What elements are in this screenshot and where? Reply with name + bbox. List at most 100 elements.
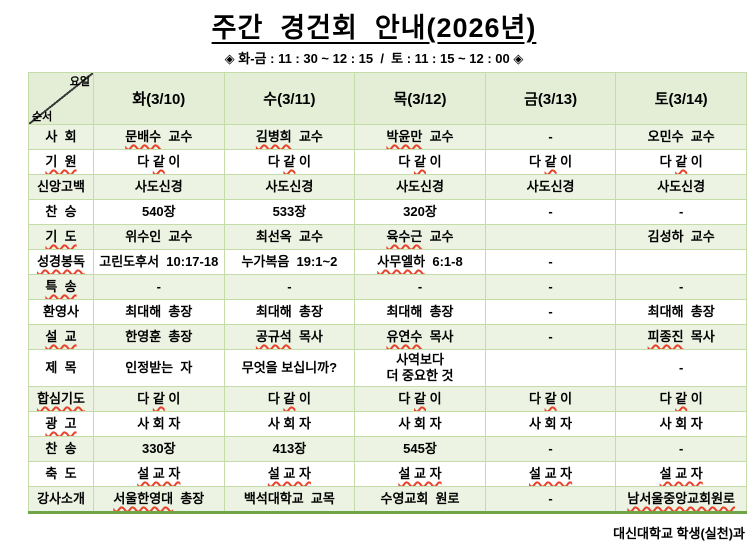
schedule-cell: 서울한영대 총장 (93, 486, 225, 514)
schedule-cell: - (615, 274, 747, 300)
schedule-cell: 사 회 자 (93, 411, 225, 437)
schedule-cell: 다 같 이 (223, 386, 356, 412)
misspell-mark: 설 교 자 (529, 466, 573, 481)
row-label-cell: 광 고 (28, 411, 94, 437)
day-header: 수(3/11) (223, 72, 356, 125)
schedule-cell (484, 349, 617, 387)
misspell-mark: 같 (544, 154, 557, 169)
schedule-cell: 533장 (223, 199, 356, 225)
schedule-cell: 사 회 자 (223, 411, 356, 437)
misspell-mark: 같 (414, 391, 426, 406)
schedule-cell: 한영훈 총장 (93, 324, 225, 350)
row-label-cell: 사 회 (28, 124, 94, 150)
schedule-cell: 사도신경 (484, 174, 617, 200)
schedule-cell: 누가복음 19:1~2 (223, 249, 356, 275)
table-row: 제 목 인정받는 자 무엇을 보십니까? 사역보다 더 중요한 것 - (28, 349, 747, 387)
text-segment: 교수 (161, 129, 193, 144)
schedule-cell: 다 같 이 (615, 386, 747, 412)
text-segment: 다 (137, 391, 153, 406)
row-label-cell: 특 송 (28, 274, 94, 300)
schedule-cell: - (223, 274, 356, 300)
schedule-cell: 다 같 이 (354, 149, 486, 175)
text-segment: 교수 (422, 229, 454, 244)
table-row: 성경봉독 고린도후서 10:17-18 누가복음 19:1~2 사무엘하 6:1-8- (28, 249, 747, 275)
page-title: 주간 경건회 안내(2026년) (211, 13, 537, 43)
row-label-cell: 기 도 (28, 224, 94, 250)
schedule-cell: - (484, 486, 617, 514)
day-header: 금(3/13) (484, 72, 617, 125)
text-segment: 이 (295, 154, 311, 169)
misspell-mark: 광 고 (45, 416, 77, 431)
schedule-times: ◈ 화-금 : 11 : 30 ~ 12 : 15 / 토 : 11 : 15 … (224, 51, 524, 66)
misspell-mark: 성경봉독 (37, 254, 85, 269)
text-segment: 다 (398, 391, 414, 406)
schedule-cell: 최대해 총장 (354, 299, 486, 325)
schedule-cell (615, 249, 747, 275)
text-segment: 목사 (291, 329, 323, 344)
misspell-mark: 공규석 (255, 329, 292, 344)
schedule-cell: 최대해 총장 (93, 299, 225, 325)
day-header: 목(3/12) (354, 72, 486, 125)
schedule-cell: 육수근 교수 (354, 224, 486, 250)
misspell-mark: 서울한영대 (113, 491, 174, 506)
schedule-cell: 다 같 이 (93, 386, 225, 412)
schedule-cell: - (93, 274, 225, 300)
misspell-mark: 특 송 (45, 279, 77, 294)
footer-department: 대신대학교 학생(실천)과 (613, 526, 745, 541)
misspell-mark: 설 교 자 (659, 466, 703, 481)
text-segment: 이 (556, 154, 573, 169)
schedule-cell: 유연수 목사 (354, 324, 486, 350)
text-segment: 이 (687, 391, 703, 406)
misspell-mark: 같 (544, 391, 557, 406)
table-row: 설 교 한영훈 총장 공규석 목사 유연수 목사 - 피종진 목사 (28, 324, 747, 350)
schedule-cell: 사도신경 (93, 174, 225, 200)
text-segment: 다 (398, 154, 414, 169)
row-label-cell: 성경봉독 (28, 249, 94, 275)
schedule-cell: - (484, 199, 617, 225)
schedule-cell: 위수인 교수 (93, 224, 225, 250)
misspell-mark: 김병희 (255, 129, 292, 144)
corner-label-day: 요일 (69, 76, 90, 88)
schedule-cell: 다 같 이 (484, 149, 617, 175)
schedule-cell: 수영교회 원로 (354, 486, 486, 514)
schedule-cell: 330장 (93, 436, 225, 462)
schedule-cell (484, 224, 617, 250)
schedule-cell: - (484, 324, 617, 350)
misspell-mark: 같 (152, 391, 165, 406)
schedule-cell: 사 회 자 (484, 411, 617, 437)
misspell-mark: 유연수 (386, 329, 423, 344)
schedule-cell: 남서울중앙교회원로 (615, 486, 747, 514)
misspell-mark: 같 (283, 154, 296, 169)
row-label-cell: 제 목 (28, 349, 94, 387)
schedule-cell: 박윤만 교수 (354, 124, 486, 150)
table-row: 찬 승 540장 533장 320장 - - (28, 199, 747, 225)
schedule-cell: 무엇을 보십니까? (223, 349, 356, 387)
row-label-cell: 신앙고백 (28, 174, 94, 200)
schedule-cell: 문배수 교수 (93, 124, 225, 150)
schedule-cell: 사역보다 더 중요한 것 (354, 349, 486, 387)
text-segment: 목사 (422, 329, 454, 344)
text-segment: 교수 (422, 129, 454, 144)
schedule-cell: - (484, 274, 617, 300)
table-row: 찬 송 330장 413장 545장 - - (28, 436, 747, 462)
text-segment: 6:1-8 (425, 254, 463, 269)
schedule-cell: 320장 (354, 199, 486, 225)
schedule-cell: 인정받는 자 (93, 349, 225, 387)
misspell-mark: 같 (675, 391, 688, 406)
schedule-cell: - (484, 299, 617, 325)
day-header: 화(3/10) (93, 72, 225, 125)
text-segment: 이 (556, 391, 573, 406)
text-segment: 다 (529, 154, 545, 169)
text-segment: 다 (529, 391, 545, 406)
table-row: 강사소개 서울한영대 총장 백석대학교 교목 수영교회 원로 - 남서울중앙교회원로 (28, 486, 747, 514)
schedule-cell: 사도신경 (615, 174, 747, 200)
schedule-cell: 백석대학교 교목 (223, 486, 356, 514)
row-label-cell: 설 교 (28, 324, 94, 350)
schedule-cell: 공규석 목사 (223, 324, 356, 350)
day-header: 토(3/14) (615, 72, 747, 125)
misspell-mark: 문배수 (125, 129, 162, 144)
